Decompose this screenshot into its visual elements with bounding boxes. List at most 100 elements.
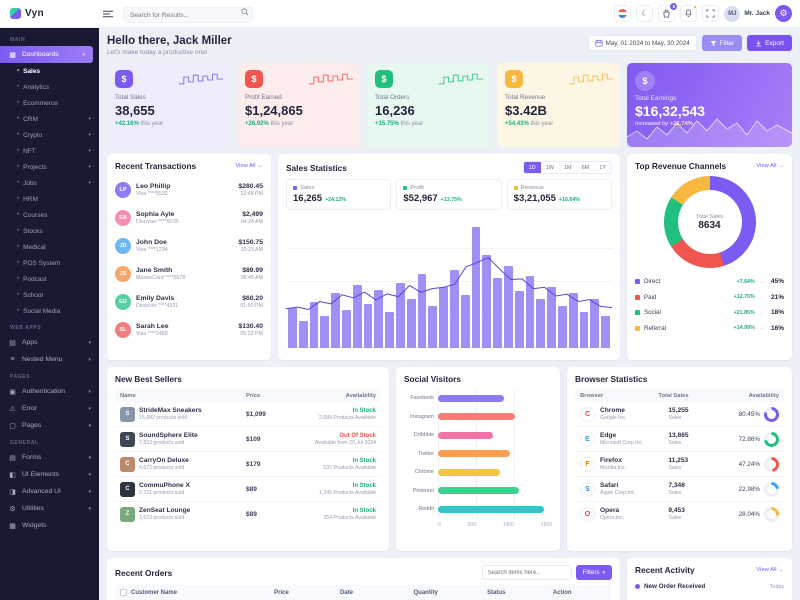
search-icon[interactable] bbox=[241, 8, 249, 16]
cart-icon bbox=[663, 9, 670, 18]
metric-revenue: Revenue $3,21,055 +16.64% bbox=[506, 179, 612, 210]
stock-status: Out Of Stock bbox=[339, 432, 376, 439]
transaction-row[interactable]: SA Sophia Ayle Discover ****5578 $2,499 04:2… bbox=[115, 204, 263, 232]
range-tab-1y[interactable]: 1Y bbox=[594, 162, 611, 173]
sidebar-subitem-medical[interactable]: • Medical bbox=[0, 239, 99, 255]
column-header[interactable]: Status bbox=[487, 589, 506, 596]
export-button[interactable]: Export bbox=[747, 35, 792, 51]
legend-square-icon bbox=[403, 186, 408, 190]
column-header[interactable]: Browser bbox=[580, 392, 604, 399]
sidebar-item-widgets[interactable]: ▦ Widgets bbox=[0, 517, 99, 534]
status-dot-icon bbox=[635, 584, 640, 589]
column-header[interactable]: Action bbox=[552, 589, 572, 596]
range-tab-1m[interactable]: 1M bbox=[558, 162, 577, 173]
range-tab-6m[interactable]: 6M bbox=[576, 162, 595, 173]
sidebar-subitem-projects[interactable]: • Projects ▾ bbox=[0, 159, 99, 175]
browser-row-safari[interactable]: S Safari Apple Corp,Inc. 7,346 Sales 22.98% bbox=[575, 477, 784, 502]
sidebar-item-nested-menu[interactable]: ≡ Nested Menu ▾ bbox=[0, 351, 99, 368]
range-tab-1w[interactable]: 1W bbox=[540, 162, 559, 173]
sidebar-subitem-label: Jobs bbox=[23, 179, 37, 187]
orders-search-input[interactable] bbox=[481, 565, 572, 580]
sidebar-subitem-sales[interactable]: • Sales bbox=[0, 63, 99, 79]
browser-row-opera[interactable]: O Opera Opera,Inc. 9,453 Sales 28.04% bbox=[575, 502, 784, 526]
column-header[interactable]: Availability bbox=[748, 392, 779, 399]
sidebar-subitem-pos-system[interactable]: • POS System bbox=[0, 255, 99, 271]
sidebar-subitem-jobs[interactable]: • Jobs ▾ bbox=[0, 175, 99, 191]
sidebar-item-forms[interactable]: ▤ Forms ▾ bbox=[0, 449, 99, 466]
cart-button[interactable]: 5 bbox=[658, 3, 678, 22]
range-tab-1d[interactable]: 1D bbox=[523, 162, 541, 173]
sidebar-subitem-courses[interactable]: • Courses bbox=[0, 207, 99, 223]
activity-item[interactable]: New Order Received Today bbox=[635, 580, 784, 593]
browser-row-chrome[interactable]: C Chrome Google,Inc. 15,255 Sales 80.45% bbox=[575, 402, 784, 427]
product-row[interactable]: C CarryOn Deluxe 4,672 products sold $179 In… bbox=[115, 452, 381, 477]
sidebar-item-authentication[interactable]: ▣ Authentication ▾ bbox=[0, 383, 99, 400]
sidebar-item-advanced-ui[interactable]: ◨ Advanced UI ▾ bbox=[0, 483, 99, 500]
brand-logo[interactable]: Vyn bbox=[0, 8, 99, 19]
filter-button[interactable]: Filter bbox=[701, 35, 743, 51]
column-header[interactable]: Name bbox=[120, 392, 136, 399]
fullscreen-button[interactable] bbox=[702, 5, 720, 22]
sidebar-toggle-button[interactable] bbox=[101, 8, 115, 20]
transaction-row[interactable]: SL Sarah Lee Visa ****2468 $130.40 05:32 PM bbox=[115, 316, 263, 344]
column-header[interactable]: Price bbox=[246, 392, 261, 399]
language-button[interactable] bbox=[614, 5, 632, 22]
product-row[interactable]: Z ZenSeat Lounge 1,623 products sold $89 In … bbox=[115, 502, 381, 526]
transaction-row[interactable]: JD John Doe Visa ****1234 $150.75 10:23 AM bbox=[115, 232, 263, 260]
sidebar-item-utilities[interactable]: ⚙ Utilities ▾ bbox=[0, 500, 99, 517]
column-header[interactable]: Quantity bbox=[413, 589, 438, 596]
column-header[interactable]: Availability bbox=[345, 392, 376, 399]
avatar: JD bbox=[115, 238, 131, 254]
sidebar-item-ui-elements[interactable]: ◧ UI Elements ▾ bbox=[0, 466, 99, 483]
sidebar-subitem-crm[interactable]: • CRM ▾ bbox=[0, 111, 99, 127]
utilities-icon: ⚙ bbox=[9, 505, 16, 513]
channel-legend: Direct +7.64% → 45% Paid +12.75% → 21% Social +21… bbox=[635, 274, 784, 336]
sidebar-item-apps[interactable]: ▤ Apps ▾ bbox=[0, 334, 99, 351]
product-row[interactable]: S SoundSphere Elite 7,833 products sold $10… bbox=[115, 427, 381, 452]
transaction-row[interactable]: LP Leo Phillip Visa ****5532 $280.45 12:48 P… bbox=[115, 176, 263, 204]
card-title: Recent Transactions bbox=[115, 161, 197, 171]
date-range-picker[interactable]: May, 01 2024 to May, 30 2024 bbox=[587, 35, 697, 51]
column-header[interactable]: Total Sales bbox=[658, 392, 689, 399]
product-name: CommuPhone X bbox=[139, 482, 190, 489]
browser-name: Firefox bbox=[600, 457, 622, 464]
view-all-link[interactable]: View All → bbox=[235, 163, 263, 169]
sidebar-subitem-stocks[interactable]: • Stocks bbox=[0, 223, 99, 239]
notifications-button[interactable] bbox=[680, 5, 698, 22]
browser-row-edge[interactable]: E Edge Microsoft Corp,Inc. 13,865 Sales 72.86… bbox=[575, 427, 784, 452]
product-row[interactable]: S StrideMax Sneakers 15,982 products sold $… bbox=[115, 402, 381, 427]
sidebar-subitem-school[interactable]: • School bbox=[0, 287, 99, 303]
sidebar-subitem-ecommerce[interactable]: • Ecommerce bbox=[0, 95, 99, 111]
select-all-checkbox[interactable] bbox=[120, 589, 127, 596]
sidebar-item-error[interactable]: ⚠ Error ▾ bbox=[0, 400, 99, 417]
browser-sales: 7,346 bbox=[668, 482, 685, 489]
notification-dot bbox=[693, 5, 698, 9]
transaction-time: 08:45 AM bbox=[240, 275, 263, 281]
dark-mode-button[interactable]: ☾ bbox=[636, 5, 654, 22]
sidebar-subitem-podcast[interactable]: • Podcast bbox=[0, 271, 99, 287]
transaction-card-number: Discover ****5578 bbox=[136, 219, 179, 225]
settings-button[interactable]: ⚙ bbox=[775, 5, 792, 22]
social-bar-chart: Facebook Instagram Dribbble Twitter Chrome Pi… bbox=[404, 389, 552, 519]
browser-row-firefox[interactable]: F Firefox Mozilla,Inc. 11,253 Sales 47.24% bbox=[575, 452, 784, 477]
column-header[interactable]: Date bbox=[339, 589, 353, 596]
sidebar-item-pages[interactable]: ▢ Pages ▾ bbox=[0, 417, 99, 434]
column-header[interactable]: Price bbox=[274, 589, 289, 596]
sidebar-subitem-analytics[interactable]: • Analytics bbox=[0, 79, 99, 95]
sidebar-item-dashboards[interactable]: ▦ Dashboards ▾ bbox=[0, 46, 93, 63]
column-header[interactable]: Customer Name bbox=[131, 589, 178, 596]
search-input[interactable] bbox=[123, 7, 253, 24]
brand-name: Vyn bbox=[25, 8, 44, 19]
sidebar-subitem-hrm[interactable]: • HRM bbox=[0, 191, 99, 207]
card-title: New Best Sellers bbox=[115, 374, 182, 384]
transaction-row[interactable]: JS Jane Smith MasterCard ****5678 $89.99 08:… bbox=[115, 260, 263, 288]
sidebar-subitem-crypto[interactable]: • Crypto ▾ bbox=[0, 127, 99, 143]
sidebar-subitem-social-media[interactable]: • Social Media bbox=[0, 303, 99, 319]
filters-button[interactable]: Filters ▾ bbox=[575, 565, 612, 580]
sidebar-subitem-nft[interactable]: • NFT ▾ bbox=[0, 143, 99, 159]
view-all-link[interactable]: View All → bbox=[756, 567, 784, 573]
product-row[interactable]: C CommuPhone X 2,721 products sold $89 In St… bbox=[115, 477, 381, 502]
view-all-link[interactable]: View All → bbox=[756, 163, 784, 169]
user-menu[interactable]: MJ Mr. Jack bbox=[724, 5, 770, 22]
transaction-row[interactable]: ED Emily Davis Discover ****4321 $60.20 01:5… bbox=[115, 288, 263, 316]
